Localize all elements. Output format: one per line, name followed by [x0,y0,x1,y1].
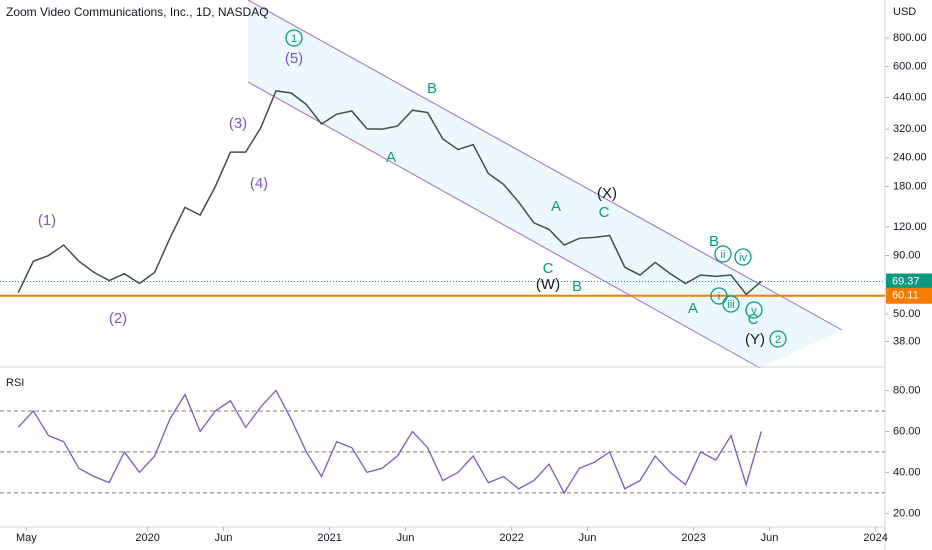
rsi-y-tick-label: 80.00 [893,384,921,396]
wave-label: B [709,233,719,250]
wave-label: B [427,80,437,97]
wave-circle [285,29,303,47]
y-tick-label: 120.00 [893,221,927,233]
last-price-box [886,273,932,290]
x-tick-label: 2021 [317,532,341,544]
channel-lower [247,81,761,369]
support-label: 60.11 [892,290,919,302]
wave-label: (3) [229,115,247,132]
last-price-label: 69.37 [892,275,920,287]
x-tick-label: Jun [397,532,415,544]
wave-circle [769,330,787,348]
wave-label: B [572,278,582,295]
y-tick-label: 90.00 [893,249,921,261]
wave-label: A [688,300,698,317]
x-tick-label: 2022 [499,532,523,544]
rsi-title: RSI [6,377,24,389]
wave-label: v [751,305,757,317]
wave-label: C [599,204,610,221]
wave-label: iv [739,252,747,264]
y-tick-label: 50.00 [893,308,921,320]
wave-label: i [718,291,720,303]
wave-label: (Y) [745,331,765,348]
channel-upper [247,0,843,331]
wave-label: ii [721,249,726,261]
wave-label: C [748,311,759,328]
rsi-line [17,389,762,495]
x-tick-label: 2020 [135,532,159,544]
wave-label: 1 [291,33,297,45]
wave-circle [722,295,740,313]
wave-label: (W) [536,276,560,293]
wave-label: iii [727,299,734,311]
y-tick-label: 180.00 [893,180,927,192]
y-tick-label: 240.00 [893,152,927,164]
channel-fill [248,0,842,368]
wave-label: (4) [250,175,268,192]
currency: USD [893,6,916,18]
wave-circle [734,248,752,266]
wave-label: (1) [38,212,56,229]
wave-circle [745,301,763,319]
wave-label: A [551,198,561,215]
wave-label: (2) [109,310,127,327]
wave-circle [714,245,732,263]
x-tick-label: Jun [215,532,233,544]
x-tick-label: Jun [761,532,779,544]
wave-label: (5) [285,50,303,67]
price-line [17,90,762,296]
wave-label: A [386,149,396,166]
rsi-y-tick-label: 40.00 [893,466,921,478]
rsi-y-tick-label: 20.00 [893,507,921,519]
y-tick-label: 320.00 [893,123,927,135]
x-tick-label: May [16,532,37,544]
x-tick-label: 2024 [863,532,887,544]
y-tick-label: 800.00 [893,32,927,44]
y-tick-label: 440.00 [893,91,927,103]
wave-circle [710,287,728,305]
support-box [886,287,932,304]
rsi-y-tick-label: 60.00 [893,425,921,437]
wave-label: 2 [775,334,781,346]
wave-label: (X) [597,185,617,202]
wave-label: C [543,260,554,277]
y-tick-label: 38.00 [893,335,921,347]
x-tick-label: 2023 [681,532,705,544]
y-tick-label: 600.00 [893,60,927,72]
x-tick-label: Jun [579,532,597,544]
chart-title: Zoom Video Communications, Inc., 1D, NAS… [6,5,269,19]
